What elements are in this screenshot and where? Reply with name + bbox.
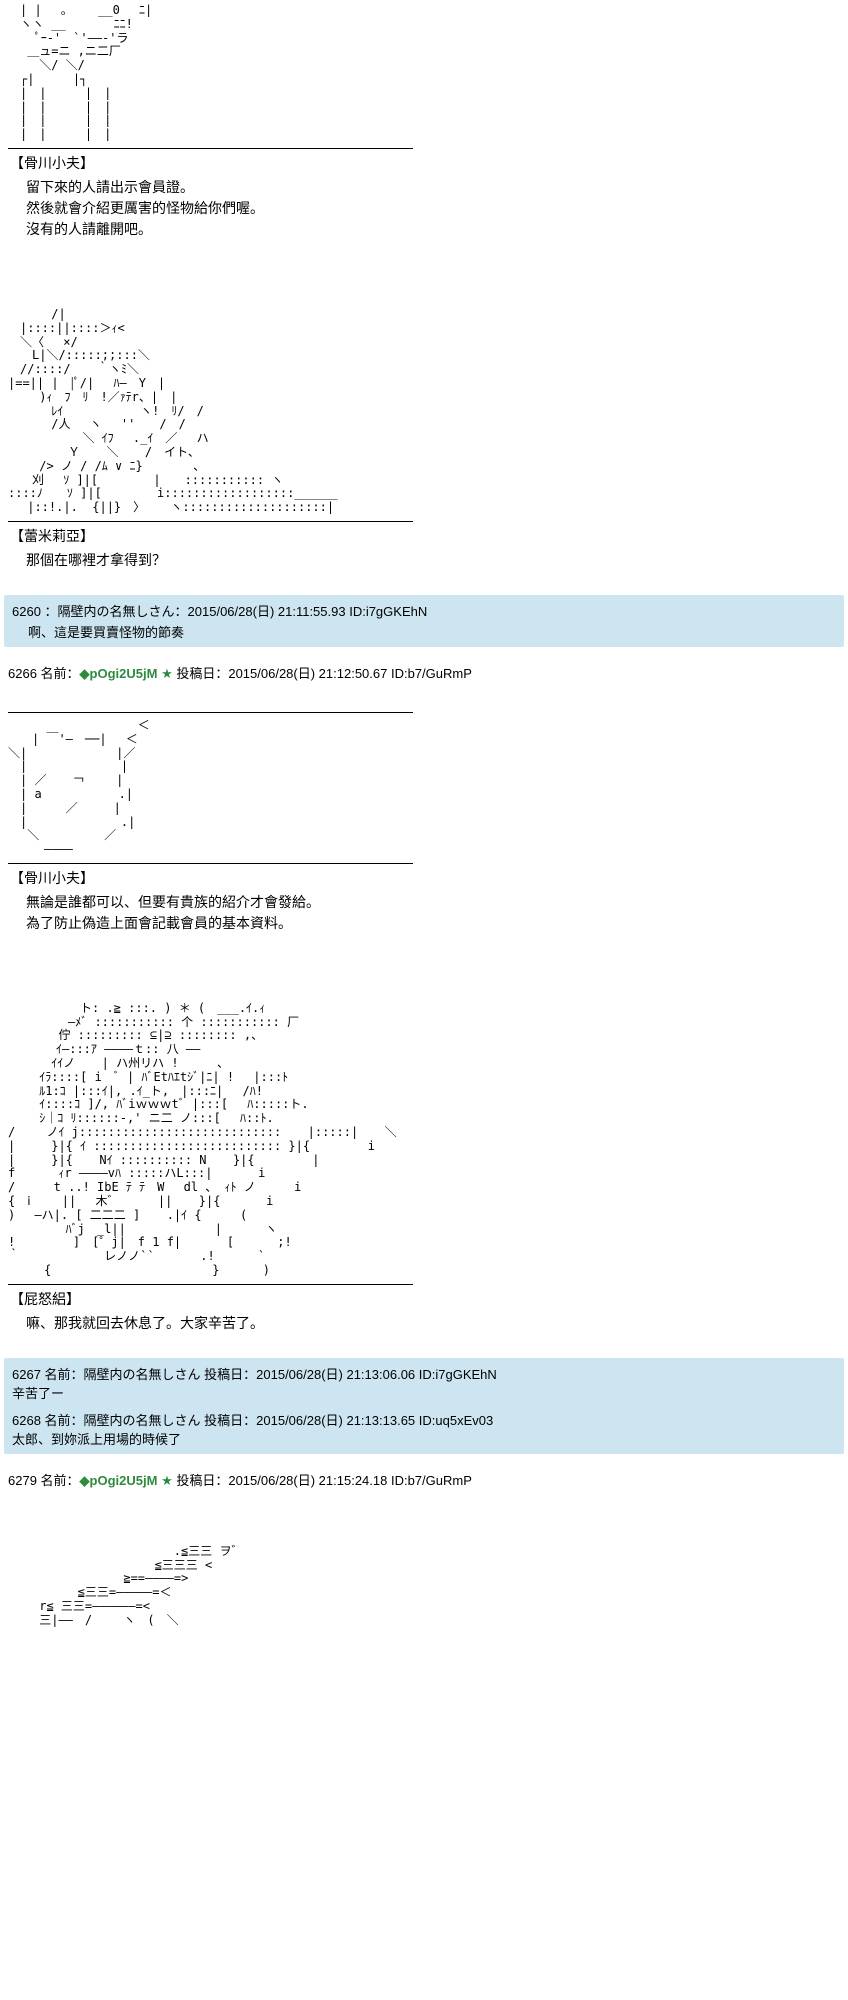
dialogue-text: 嘛、那我就回去休息了。大家辛苦了。 <box>0 1311 848 1350</box>
ascii-art-5: .≦三三 ヲ゛ ≦三三三 < ≧==――――=> ≦三三=―――――=＜ r≦ … <box>0 1541 848 1632</box>
speaker-name: 【屁怒絽】 <box>0 1287 848 1311</box>
tripcode: ◆pOgi2U5jM <box>80 1473 158 1488</box>
comment-block-1: 6260 ：隔壁内の名無しさん：2015/06/28(日) 21:11:55.9… <box>4 595 844 647</box>
divider <box>8 521 413 522</box>
post-4: ト: .≧ :::. ) ＊ ( ___.ｲ.ｨ ―ﾒﾞ :::::::::::… <box>0 998 848 1350</box>
comment-item: 6268 名前：隔壁内の名無しさん 投稿日：2015/06/28(日) 21:1… <box>12 1410 836 1448</box>
post-2: /| |::::||::::＞ｨ< ＼〈 ×/ L|＼/:::::;;:::＼ … <box>0 304 848 587</box>
comment-header: 6267 名前：隔壁内の名無しさん 投稿日：2015/06/28(日) 21:1… <box>12 1364 836 1383</box>
comment-meta: ：隔壁内の名無しさん：2015/06/28(日) 21:11:55.93 ID:… <box>45 604 428 619</box>
ascii-art-3: ＜ | ￣'― ──| ＜ ＼| |／ | | | ／ ￢ | | а .| |… <box>0 715 848 861</box>
dialogue-text: 留下來的人請出示會員證。 然後就會介紹更厲害的怪物給你們喔。 沒有的人請離開吧。 <box>0 175 848 256</box>
ascii-art-2: /| |::::||::::＞ｨ< ＼〈 ×/ L|＼/:::::;;:::＼ … <box>0 304 848 519</box>
tripcode: ◆pOgi2U5jM <box>80 666 158 681</box>
post-5: .≦三三 ヲ゛ ≦三三三 < ≧==――――=> ≦三三=―――――=＜ r≦ … <box>0 1541 848 1632</box>
comment-body: 啊、這是要買賣怪物的節奏 <box>12 622 836 641</box>
comment-number: 6260 <box>12 604 41 619</box>
divider <box>8 863 413 864</box>
speaker-name: 【蕾米莉亞】 <box>0 524 848 548</box>
ascii-art-4: ト: .≧ :::. ) ＊ ( ___.ｲ.ｨ ―ﾒﾞ :::::::::::… <box>0 998 848 1282</box>
post-meta: 投稿日：2015/06/28(日) 21:12:50.67 ID:b7/GuRm… <box>173 666 472 681</box>
star-icon: ★ <box>161 1473 173 1488</box>
post-number: 6266 名前： <box>8 666 80 681</box>
dialogue-text: 那個在哪裡才拿得到？ <box>0 548 848 587</box>
post-number: 6279 名前： <box>8 1473 80 1488</box>
speaker-name: 【骨川小夫】 <box>0 151 848 175</box>
divider <box>8 712 413 713</box>
post-3: ＜ | ￣'― ──| ＜ ＼| |／ | | | ／ ￢ | | а .| |… <box>0 712 848 950</box>
post-1: | | ｡ __0 ﾆ| ヽヽ __ ﾆﾆ! ﾟｰ‐' `'――‐'ラ ＿ュ=ニ… <box>0 0 848 256</box>
divider <box>8 1284 413 1285</box>
post-header-6266: 6266 名前：◆pOgi2U5jM ★ 投稿日：2015/06/28(日) 2… <box>0 655 848 686</box>
speaker-name: 【骨川小夫】 <box>0 866 848 890</box>
comment-body: 太郎、到妳派上用場的時候了 <box>12 1429 836 1448</box>
comment-item: 6267 名前：隔壁内の名無しさん 投稿日：2015/06/28(日) 21:1… <box>12 1364 836 1402</box>
dialogue-text: 無論是誰都可以、但要有貴族的紹介才會發給。 為了防止偽造上面會記載會員的基本資料… <box>0 890 848 950</box>
comment-header: 6260 ：隔壁内の名無しさん：2015/06/28(日) 21:11:55.9… <box>12 601 836 620</box>
post-header-6279: 6279 名前：◆pOgi2U5jM ★ 投稿日：2015/06/28(日) 2… <box>0 1462 848 1493</box>
star-icon: ★ <box>161 666 173 681</box>
ascii-art-1: | | ｡ __0 ﾆ| ヽヽ __ ﾆﾆ! ﾟｰ‐' `'――‐'ラ ＿ュ=ニ… <box>0 0 848 146</box>
comment-header: 6268 名前：隔壁内の名無しさん 投稿日：2015/06/28(日) 21:1… <box>12 1410 836 1429</box>
comment-block-2: 6267 名前：隔壁内の名無しさん 投稿日：2015/06/28(日) 21:1… <box>4 1358 844 1454</box>
comment-body: 辛苦了ー <box>12 1383 836 1402</box>
post-meta: 投稿日：2015/06/28(日) 21:15:24.18 ID:b7/GuRm… <box>173 1473 472 1488</box>
divider <box>8 148 413 149</box>
